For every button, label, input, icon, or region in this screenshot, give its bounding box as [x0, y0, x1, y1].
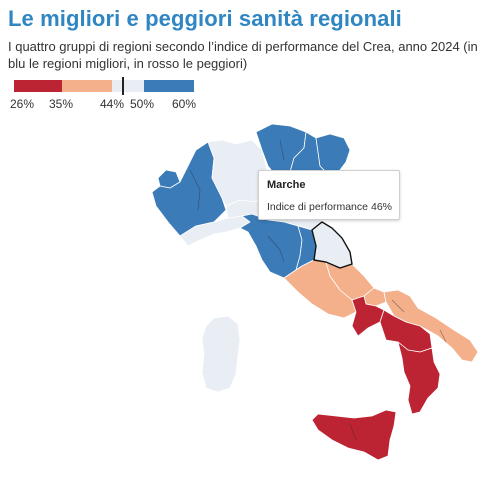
page-title: Le migliori e peggiori sanità regionali [8, 6, 402, 31]
legend-tick-5: 60% [171, 97, 197, 111]
province-line-5 [391, 299, 405, 313]
legend-segment-4 [144, 80, 194, 92]
color-legend: 26% 35% 44% 50% 60% [10, 77, 196, 111]
legend-segment-1 [14, 80, 62, 92]
italy-map [151, 123, 479, 461]
region-friuli[interactable] [315, 133, 351, 179]
tooltip-region-name: Marche [267, 179, 306, 191]
province-line-1 [189, 169, 201, 211]
region-calabria[interactable] [397, 341, 441, 415]
region-tooltip: Marche Indice di performance 46% [258, 170, 400, 220]
legend-tick-2: 35% [48, 97, 74, 111]
province-line-7 [349, 423, 357, 441]
province-line-6 [439, 329, 447, 343]
region-sardegna[interactable] [201, 315, 241, 393]
legend-current-marker [122, 77, 124, 95]
legend-tick-1: 26% [9, 97, 35, 111]
legend-tick-4: 50% [129, 97, 155, 111]
tooltip-metric-label: Indice di performance [267, 201, 368, 213]
province-line-2 [279, 139, 285, 161]
page-subtitle: I quattro gruppi di regioni secondo l’in… [8, 39, 478, 71]
legend-segment-2 [62, 80, 112, 92]
legend-tick-3: 44% [99, 97, 125, 111]
highlight-outline [311, 221, 353, 269]
legend-segment-3 [112, 80, 144, 92]
tooltip-metric-value: 46% [370, 201, 392, 213]
province-line-4 [267, 235, 285, 263]
